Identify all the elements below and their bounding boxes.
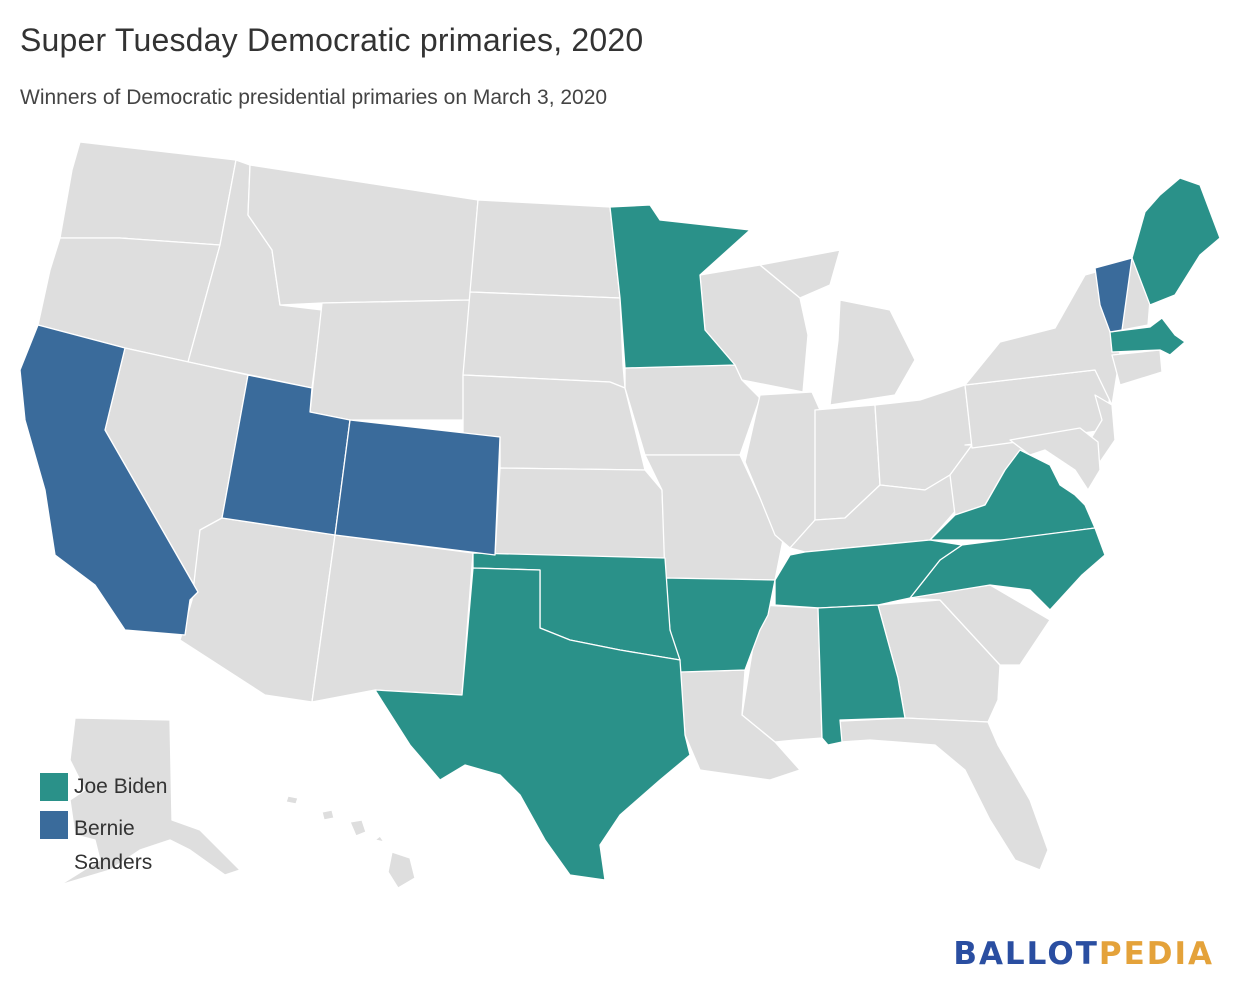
- ballotpedia-logo: BALLOTPEDIA: [953, 936, 1214, 972]
- state-north-dakota[interactable]: [469, 199, 621, 299]
- legend-swatch-biden: [40, 773, 68, 801]
- state-colorado[interactable]: [334, 419, 501, 556]
- state-vermont[interactable]: [1094, 257, 1133, 333]
- legend-swatch-sanders: [40, 811, 68, 839]
- us-states-map: [19, 141, 1221, 889]
- legend-item-biden: Joe Biden: [40, 770, 190, 808]
- state-new-mexico[interactable]: [311, 534, 474, 703]
- state-texas[interactable]: [374, 567, 691, 881]
- state-michigan[interactable]: [759, 249, 916, 406]
- map-title: Super Tuesday Democratic primaries, 2020: [20, 22, 644, 58]
- logo-text-ballot: BALLOT: [953, 936, 1099, 972]
- state-alabama[interactable]: [817, 604, 906, 746]
- state-florida[interactable]: [821, 717, 1049, 871]
- legend-item-sanders: Bernie Sanders: [40, 808, 190, 874]
- map-legend: Joe Biden Bernie Sanders: [40, 770, 190, 874]
- state-washington[interactable]: [59, 141, 237, 246]
- state-minnesota[interactable]: [609, 204, 751, 369]
- state-arizona[interactable]: [179, 517, 336, 703]
- state-maryland-delaware[interactable]: [1009, 427, 1101, 491]
- state-louisiana[interactable]: [679, 669, 801, 781]
- state-kansas[interactable]: [494, 467, 666, 561]
- state-tennessee[interactable]: [774, 539, 963, 609]
- state-iowa[interactable]: [624, 364, 761, 456]
- logo-text-pedia: PEDIA: [1098, 936, 1214, 972]
- state-montana[interactable]: [247, 164, 479, 306]
- state-hawaii[interactable]: [285, 795, 416, 889]
- state-missouri[interactable]: [644, 454, 786, 581]
- state-connecticut-rhode-island[interactable]: [1111, 349, 1163, 386]
- state-maine[interactable]: [1131, 177, 1221, 306]
- state-california[interactable]: [19, 324, 199, 636]
- map-subtitle: Winners of Democratic presidential prima…: [20, 86, 608, 109]
- state-alaska[interactable]: [59, 717, 241, 886]
- states-layer: [19, 141, 1221, 889]
- state-wyoming[interactable]: [309, 299, 471, 421]
- state-massachusetts[interactable]: [1109, 317, 1186, 356]
- legend-label-biden: Joe Biden: [74, 775, 168, 798]
- state-south-dakota[interactable]: [462, 291, 626, 389]
- legend-label-sanders: Bernie Sanders: [74, 817, 153, 874]
